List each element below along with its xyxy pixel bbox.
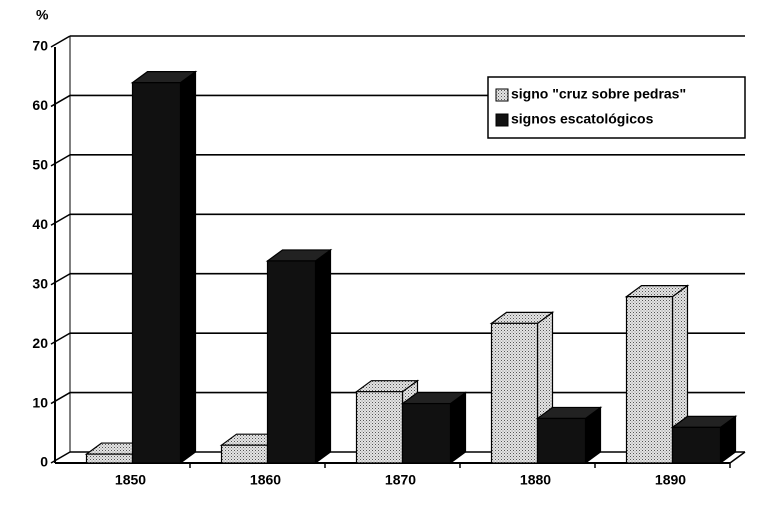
bar-front bbox=[266, 260, 317, 464]
bar-front bbox=[671, 426, 722, 464]
x-tick-label: 1890 bbox=[655, 472, 686, 488]
bar bbox=[670, 415, 738, 465]
grid-diagonal bbox=[50, 35, 71, 48]
bar-side bbox=[449, 391, 467, 465]
x-axis-edge bbox=[729, 451, 746, 464]
bar-side bbox=[314, 248, 332, 465]
bar-side bbox=[179, 70, 197, 465]
bar bbox=[130, 70, 198, 465]
grid-diagonal bbox=[50, 273, 71, 286]
y-axis-label: % bbox=[36, 7, 49, 23]
grid-diagonal bbox=[50, 154, 71, 167]
legend-swatch bbox=[495, 88, 509, 102]
grid-diagonal bbox=[50, 94, 71, 108]
x-tick-label: 1880 bbox=[520, 472, 551, 488]
bar-front bbox=[536, 417, 587, 464]
bar bbox=[535, 406, 603, 465]
legend-label: signo "cruz sobre pedras" bbox=[511, 86, 686, 102]
grid-diagonal bbox=[50, 213, 71, 226]
legend-box bbox=[487, 76, 746, 139]
x-tick-label: 1850 bbox=[115, 472, 146, 488]
x-tick-label: 1870 bbox=[385, 472, 416, 488]
bar bbox=[400, 391, 468, 465]
bar-front bbox=[85, 453, 134, 464]
y-tick-label: 10 bbox=[32, 394, 48, 410]
y-tick-label: 60 bbox=[32, 97, 48, 113]
y-tick-label: 20 bbox=[32, 335, 48, 351]
x-tick-label: 1860 bbox=[250, 472, 281, 488]
bar bbox=[624, 284, 690, 465]
bar-front bbox=[131, 82, 182, 464]
y-tick-label: 70 bbox=[32, 38, 48, 54]
grid-diagonal bbox=[50, 332, 71, 345]
legend-label: signos escatológicos bbox=[511, 111, 654, 127]
bar-front bbox=[625, 296, 674, 464]
bar-front bbox=[401, 402, 452, 464]
bar-front bbox=[490, 322, 539, 464]
legend-swatch bbox=[495, 113, 509, 127]
grid-diagonal bbox=[50, 391, 71, 405]
y-tick-label: 40 bbox=[32, 216, 48, 232]
bar-front bbox=[355, 391, 404, 464]
grid-diagonal bbox=[50, 451, 71, 464]
bar-front bbox=[220, 444, 269, 464]
bar bbox=[265, 248, 333, 465]
y-tick-label: 0 bbox=[40, 454, 48, 470]
y-tick-label: 30 bbox=[32, 275, 48, 291]
y-tick-label: 50 bbox=[32, 157, 48, 173]
